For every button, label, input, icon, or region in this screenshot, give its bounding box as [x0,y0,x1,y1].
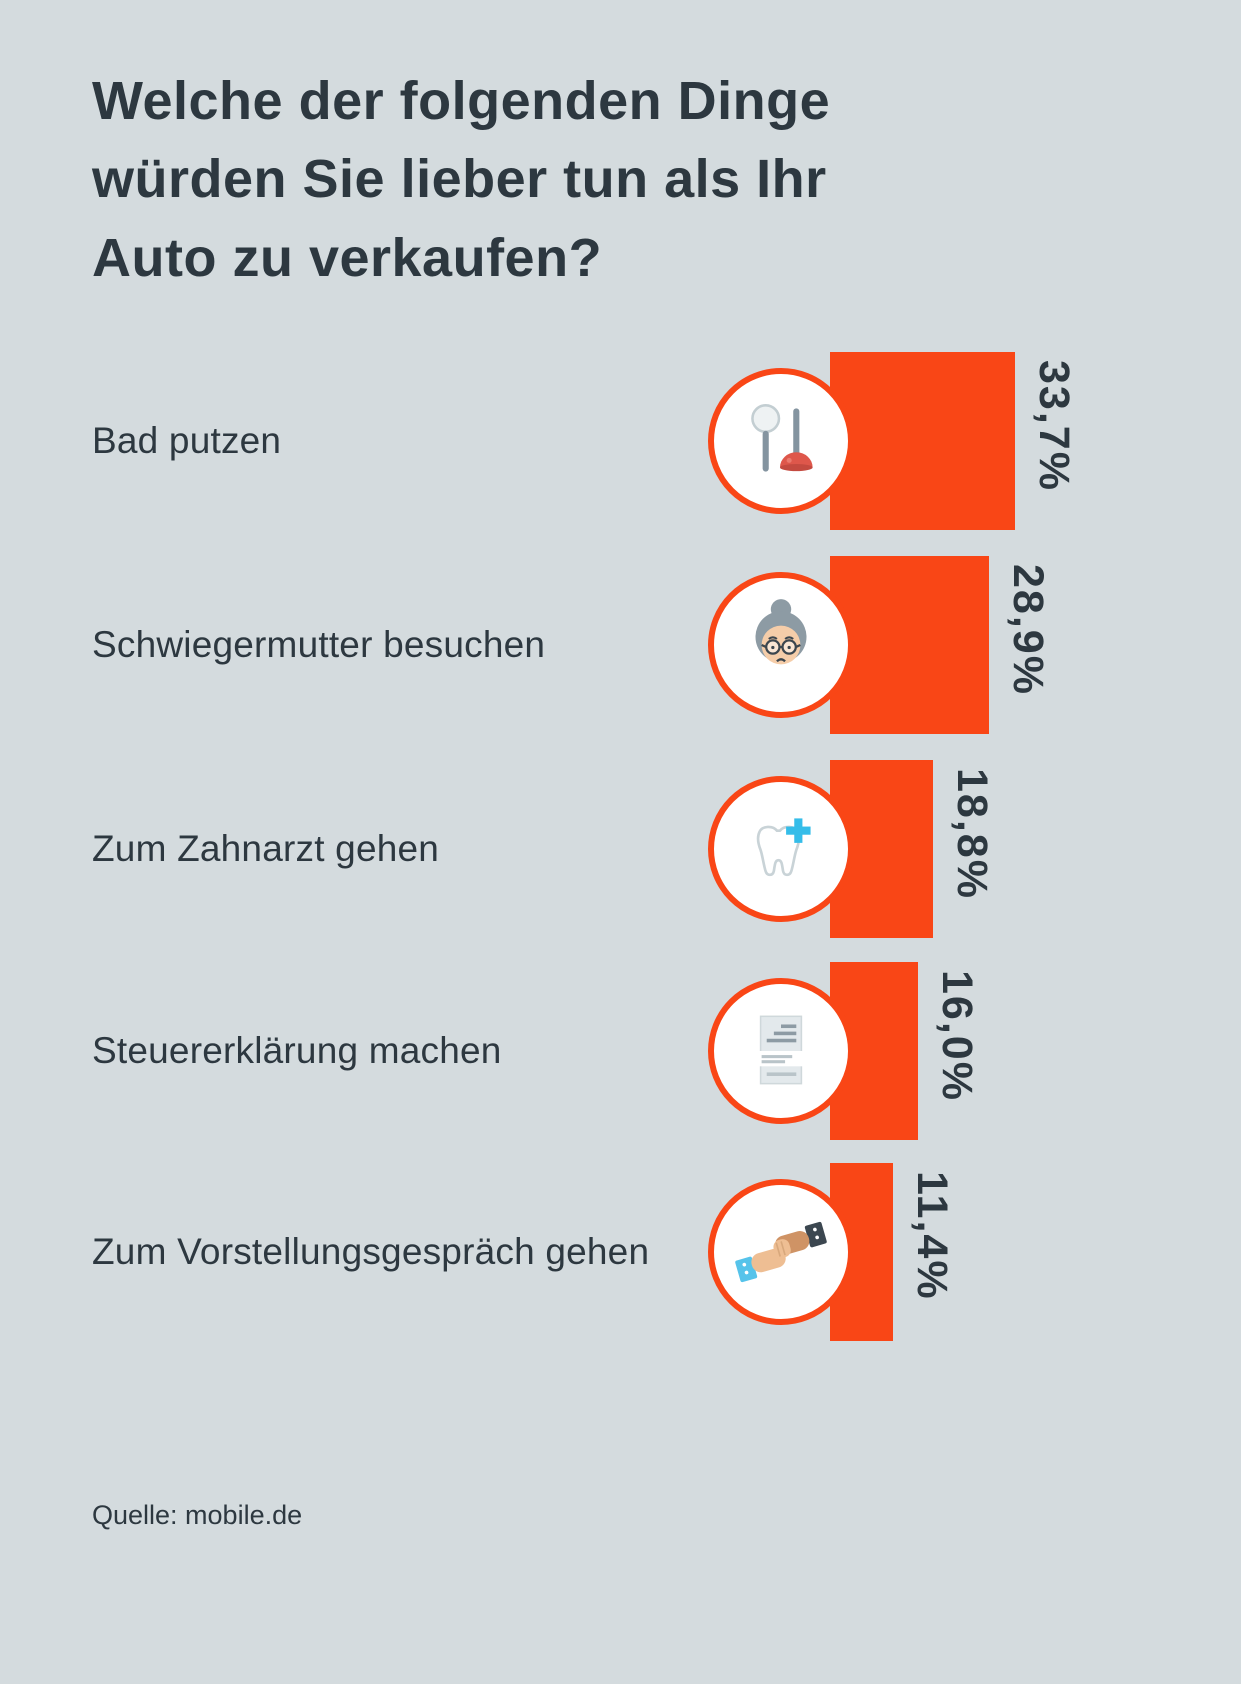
value-label: 16,0% [933,970,981,1102]
handshake-icon [730,1201,832,1303]
value-label: 11,4% [908,1171,956,1301]
category-label: Schwiegermutter besuchen [92,624,546,665]
category-label: Zum Zahnarzt gehen [92,828,440,869]
value-label: 28,9% [1004,564,1052,696]
category-label: Steuererklärung machen [92,1030,502,1071]
bar [830,556,989,734]
toilet-brush-icon [730,390,832,492]
icon-circle [708,978,854,1124]
category-label: Zum Vorstellungsgespräch gehen [92,1231,650,1272]
value-label: 18,8% [948,768,996,900]
bar [830,352,1015,530]
icon-circle [708,368,854,514]
mother-in-law-icon [730,594,832,696]
icon-circle [708,776,854,922]
chart-row: Schwiegermutter besuchen [92,556,1241,734]
chart-row: Zum Zahnarzt gehen 18,8% [92,760,1241,938]
category-label: Bad putzen [92,420,282,461]
value-label: 33,7% [1030,360,1078,492]
icon-circle [708,572,854,718]
icon-circle [708,1179,854,1325]
chart-row: Zum Vorstellungsgespräch gehen [92,1163,1241,1341]
tooth-dentist-icon [730,798,832,900]
tax-form-icon [730,1000,832,1102]
chart-row: Bad putzen 33,7% [92,352,1241,530]
page-title: Welche der folgenden Dinge würden Sie li… [92,71,831,288]
chart-row: Steuererklärung machen 16,0% [92,962,1241,1140]
source-credit: Quelle: mobile.de [92,1500,303,1530]
